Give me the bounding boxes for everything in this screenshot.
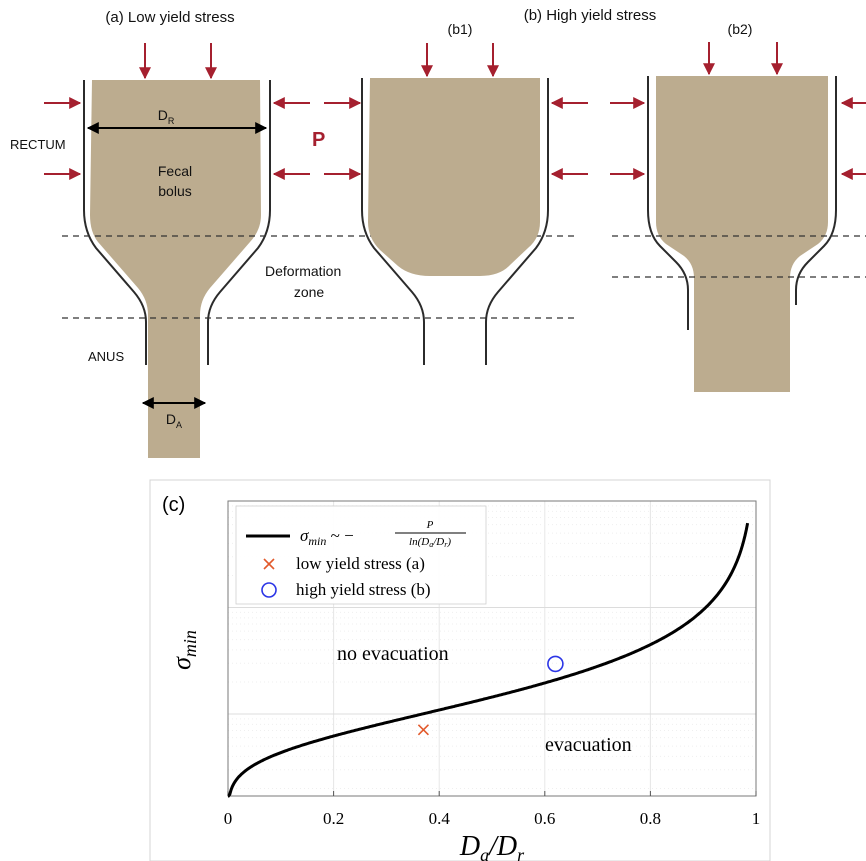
legend-fraction-numerator: P: [426, 519, 434, 531]
chart-panel: (c) 0 0.2 0.4 0.6 0.8 1 no evacuation evacuat…: [149, 479, 771, 861]
rectum-wall-right-b2: [795, 76, 837, 305]
panel-a-title: (a) Low yield stress: [105, 9, 234, 26]
bolus-a: [90, 80, 261, 458]
legend-low-swatch: [263, 558, 275, 570]
bolus-b2: [656, 76, 828, 392]
x-tick-label: 0.2: [323, 809, 344, 828]
x-axis-label: Da/Dr: [459, 831, 525, 861]
panel-a: (a) Low yield stress DR RECTUM Fecal bol…: [10, 9, 341, 458]
rectum-wall-left-a: [83, 80, 147, 365]
x-tick-label: 0.4: [429, 809, 451, 828]
no-evacuation-label: no evacuation: [337, 643, 449, 665]
anus-label: ANUS: [88, 349, 124, 364]
rectum-diameter-label: DR: [158, 107, 175, 126]
pressure-label: P: [312, 129, 325, 151]
deformation-label-line2: zone: [294, 284, 325, 300]
x-tick-label: 0.6: [534, 809, 555, 828]
bolus-label-line1: Fecal: [158, 163, 192, 179]
x-tick-label: 0: [224, 809, 233, 828]
deformation-label-line1: Deformation: [265, 263, 341, 279]
legend-low-label: low yield stress (a): [296, 554, 425, 573]
high-yield-marker: [547, 655, 564, 673]
legend: σmin ~ − P ln(Da/Dr) low yield stress (a…: [235, 505, 487, 605]
panel-b1-label: (b1): [448, 21, 473, 37]
evacuation-label: evacuation: [545, 734, 632, 756]
legend-box: [235, 505, 487, 605]
x-tick-label: 0.8: [640, 809, 661, 828]
low-yield-marker: [417, 724, 429, 736]
sigma-min-curve: [227, 522, 750, 798]
bolus-label-line2: bolus: [158, 183, 191, 199]
legend-curve-label: σmin ~ −: [300, 526, 354, 548]
panel-b1: (b) High yield stress (b1): [324, 7, 656, 365]
panel-b2: (b2): [610, 21, 866, 392]
rectum-wall-right-b1: [485, 78, 549, 365]
rectum-wall-left-b1: [361, 78, 425, 365]
rectum-wall-left-b2: [647, 76, 689, 330]
plot-area: [227, 500, 757, 797]
legend-high-swatch: [261, 582, 277, 598]
bolus-b1: [368, 78, 540, 276]
anus-diameter-label: DA: [166, 411, 182, 430]
rectum-wall-right-a: [207, 80, 271, 365]
panel-b-title: (b) High yield stress: [524, 7, 657, 24]
x-tick-label: 1: [752, 809, 761, 828]
rectum-label: RECTUM: [10, 137, 66, 152]
legend-fraction-denominator: ln(Da/Dr): [409, 536, 451, 549]
legend-high-label: high yield stress (b): [296, 580, 431, 599]
chart-panel-label: (c): [162, 494, 185, 516]
x-axis-ticks: 0 0.2 0.4 0.6 0.8 1: [224, 791, 761, 828]
panel-b2-label: (b2): [728, 21, 753, 37]
